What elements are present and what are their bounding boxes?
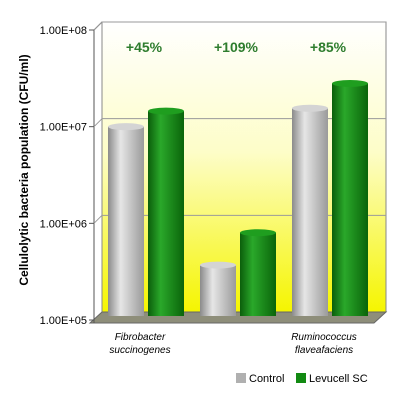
category-label: succinogenes [109,345,170,356]
bar-body [148,111,184,317]
bar-body [292,108,328,316]
category-label: Ruminococcus [291,332,357,343]
bar-body [240,232,276,316]
bar-levucell-sc [332,79,368,316]
increase-annotation: +85% [310,39,347,55]
y-tick-label: 1.00E+07 [40,122,87,134]
y-tick-label: 1.00E+05 [40,315,87,327]
gridline-depth [93,21,103,31]
increase-annotation: +45% [126,39,163,55]
legend-swatch [296,373,306,383]
legend: Control Levucell SC [236,373,368,385]
bar-levucell-sc [240,229,276,316]
legend-label: Control [249,373,284,385]
category-label: Fibrobacter [115,332,166,343]
bars [108,79,368,317]
bar-levucell-sc [148,107,184,317]
increase-annotation: +109% [214,39,259,55]
bar-top [292,104,328,112]
category-labels: Fibrobacter succinogenes Ruminococcus flave… [109,332,356,356]
bar-control [292,104,328,316]
y-tick-label: 1.00E+08 [40,25,87,37]
gridline-depth [93,118,103,128]
y-tick-label: 1.00E+06 [40,218,87,230]
bar-body [332,83,368,316]
bar-control [200,261,236,316]
annotations: +45% +109% +85% [126,39,347,55]
bar-top [148,107,184,115]
bar-body [108,126,144,317]
y-tick-labels: 1.00E+05 1.00E+06 1.00E+07 1.00E+08 [40,25,94,327]
bar-top [200,261,236,269]
legend-label: Levucell SC [309,373,368,385]
bar-control [108,123,144,317]
legend-swatch [236,373,246,383]
bar-top [240,229,276,237]
bar-top [332,79,368,87]
bar-body [200,265,236,316]
bar-top [108,123,144,131]
y-axis-label: Cellulolytic bacteria population (CFU/ml… [17,54,31,285]
gridline-depth [93,214,103,224]
category-label: flaveafaciens [295,345,353,356]
